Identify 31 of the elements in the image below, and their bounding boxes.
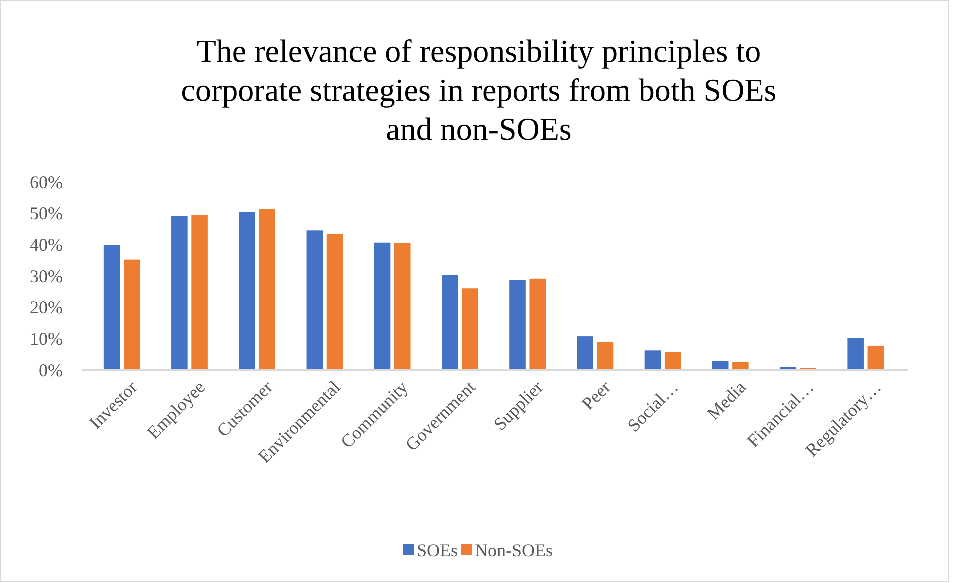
bar — [306, 230, 324, 370]
bar — [394, 242, 412, 370]
bar — [576, 336, 594, 370]
bar — [190, 214, 209, 370]
y-tick-label: 50% — [30, 204, 63, 224]
y-tick-label: 0% — [39, 360, 63, 380]
y-tick-label: 10% — [30, 328, 63, 349]
y-tick-label: 60% — [30, 172, 63, 192]
bar — [258, 208, 276, 370]
bar — [846, 338, 865, 370]
bar — [103, 244, 122, 370]
bar — [664, 351, 682, 370]
bar — [374, 242, 392, 370]
bar — [866, 345, 885, 370]
bar — [528, 278, 547, 370]
bar — [461, 288, 480, 370]
legend-label: SOEs — [417, 540, 458, 560]
y-tick-label: 30% — [30, 266, 63, 286]
bar — [644, 350, 662, 370]
bar — [596, 342, 614, 370]
bar — [441, 274, 460, 370]
bar — [170, 215, 189, 370]
bar — [326, 234, 344, 370]
x-tick-label: Peer — [578, 377, 615, 414]
bar — [123, 258, 142, 370]
bar — [508, 280, 527, 370]
chart-title: The relevance of responsibility principles to corporate strategies in reports from both SOEs and non-SOEs — [181, 33, 777, 147]
bar — [238, 211, 256, 370]
y-tick-label: 20% — [30, 298, 63, 318]
legend-label: Non-SOEs — [475, 540, 554, 560]
y-tick-label: 40% — [30, 234, 63, 255]
